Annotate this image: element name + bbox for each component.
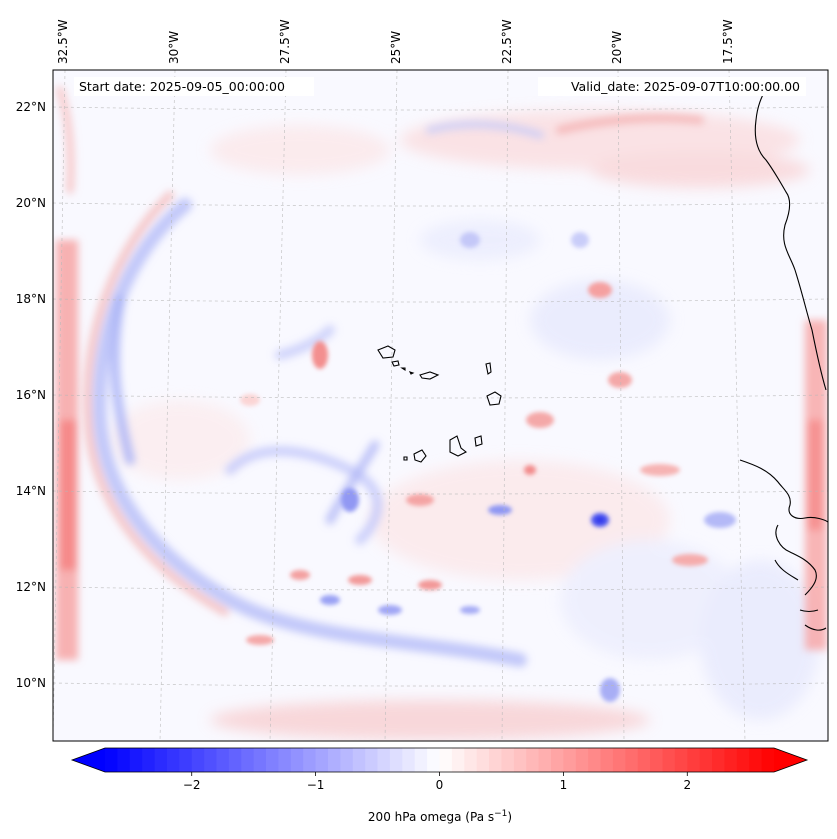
colorbar-cell [526,748,540,772]
lon-label: 30°W [167,31,181,64]
coastline [739,79,828,631]
omega-field [53,70,828,741]
lon-labels: 32.5°W 30°W 27.5°W 25°W 22.5°W 20°W 17.5… [56,19,735,64]
colorbar-cell [352,748,366,772]
colorbar-tick-label: 2 [683,778,691,792]
lat-label: 16°N [16,388,46,402]
colorbar-cell [241,748,255,772]
colorbar-cell [501,748,515,772]
colorbar-cell [538,748,552,772]
colorbar-extend-min [72,748,105,772]
map-panel: Start date: 2025-09-05_00:00:00 Valid_da… [52,69,829,742]
colorbar-cell [439,748,453,772]
colorbar-cell [328,748,341,772]
colorbar-cell [600,748,614,772]
colorbar-cell [451,748,465,772]
colorbar-cell [290,748,304,772]
colorbar-cell [389,748,403,772]
colorbar-cell [489,748,503,772]
islands [377,345,502,463]
colorbar-cell [699,748,713,772]
colorbar-cell [154,748,168,772]
colorbar-extend-max [774,748,807,772]
lat-label: 14°N [16,484,46,498]
colorbar-cell [736,748,750,772]
colorbar-cell [166,748,180,772]
colorbar-cell [563,748,577,772]
colorbar-cell [253,748,267,772]
colorbar-cell [303,748,317,772]
start-date-box [74,77,314,96]
colorbar-cell [266,748,280,772]
colorbar-cell [712,748,726,772]
lat-label: 22°N [16,100,46,114]
colorbar-tick-label: 1 [560,778,568,792]
colorbar-label: 200 hPa omega (Pa s−1) [368,809,512,824]
colorbar-cell [637,748,651,772]
valid-date-label: Valid_date: 2025-09-07T10:00:00.00 [571,79,800,94]
colorbar-cell [650,748,664,772]
colorbar-tick-label: 0 [436,778,444,792]
lon-label: 22.5°W [500,19,514,64]
colorbar-cells [105,748,775,772]
colorbar-cell [402,748,416,772]
colorbar-cell [228,748,242,772]
colorbar: −2 −1 0 1 2 200 hPa omega (Pa s−1) [70,747,809,824]
colorbar-cell [105,748,118,772]
colorbar-cell [724,748,738,772]
colorbar-cell [142,748,156,772]
colorbar-cell [427,748,441,772]
colorbar-cell [674,748,688,772]
colorbar-cell [278,748,292,772]
colorbar-cell [761,748,775,772]
lat-label: 20°N [16,196,46,210]
colorbar-cell [476,748,490,772]
colorbar-cell [414,748,428,772]
colorbar-cell [204,748,218,772]
colorbar-cell [464,748,478,772]
colorbar-cell [625,748,639,772]
colorbar-cell [315,748,329,772]
colorbar-cell [749,748,763,772]
lon-label: 32.5°W [56,19,70,64]
colorbar-cell [612,748,626,772]
start-date-label: Start date: 2025-09-05_00:00:00 [79,79,285,94]
colorbar-cell [365,748,379,772]
colorbar-cell [513,748,527,772]
colorbar-cell [575,748,589,772]
colorbar-cell [551,748,564,772]
colorbar-cell [216,748,230,772]
colorbar-cell [340,748,354,772]
lon-label: 20°W [610,31,624,64]
lat-labels: 22°N 20°N 18°N 16°N 14°N 12°N 10°N [16,100,46,690]
colorbar-cell [191,748,205,772]
colorbar-tick-label: −1 [307,778,325,792]
lat-label: 10°N [16,676,46,690]
lat-label: 12°N [16,580,46,594]
colorbar-ticks: −2 −1 0 1 2 [183,772,691,792]
colorbar-cell [662,748,676,772]
colorbar-cell [377,748,391,772]
valid-date-box [538,77,806,96]
lon-label: 27.5°W [278,19,292,64]
lat-label: 18°N [16,292,46,306]
gridlines [53,70,828,741]
colorbar-tick-label: −2 [183,778,201,792]
colorbar-cell [117,748,131,772]
lon-label: 17.5°W [721,19,735,64]
colorbar-cell [129,748,143,772]
colorbar-cell [687,748,701,772]
lon-label: 25°W [389,31,403,64]
colorbar-cell [588,748,602,772]
colorbar-cell [179,748,193,772]
